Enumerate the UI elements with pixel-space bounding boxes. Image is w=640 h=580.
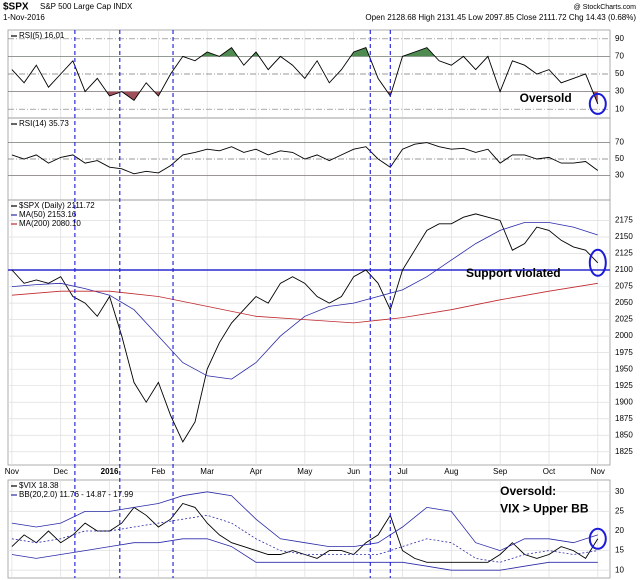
y-tick-label: 90 <box>615 34 624 43</box>
series-line <box>11 142 599 175</box>
y-tick-label: 1875 <box>615 414 633 423</box>
legend-label: $VIX 18.38 <box>19 481 59 490</box>
x-tick-label: 2016 <box>101 467 119 476</box>
legend-label: MA(50) 2153.16 <box>19 210 77 219</box>
highlight-circle <box>588 527 607 550</box>
y-tick-label: 1825 <box>615 447 633 456</box>
y-tick-label: 10 <box>615 104 624 113</box>
x-tick-label: Aug <box>444 467 458 476</box>
y-tick-label: 2000 <box>615 331 633 340</box>
y-tick-label: 30 <box>615 171 624 180</box>
oversold-fill <box>11 91 598 104</box>
x-tick-label: Sep <box>493 467 508 476</box>
y-tick-label: 2150 <box>615 232 633 241</box>
annotation: Support violated <box>466 266 561 280</box>
y-tick-label: 2125 <box>615 249 633 258</box>
overbought-fill <box>201 47 436 57</box>
symbol: $SPX <box>3 2 29 13</box>
quote: Open 2128.68 High 2131.45 Low 2097.85 Cl… <box>365 13 636 22</box>
y-tick-label: 1975 <box>615 348 633 357</box>
legend-label: RSI(14) 35.73 <box>19 119 69 128</box>
y-tick-label: 30 <box>615 487 624 496</box>
highlight-circle <box>588 92 607 115</box>
series-line <box>11 514 598 563</box>
y-tick-label: 50 <box>615 154 624 163</box>
x-tick-label: Nov <box>5 467 19 476</box>
x-tick-label: Apr <box>250 467 263 476</box>
y-tick-label: 2025 <box>615 315 633 324</box>
series-line <box>11 213 599 443</box>
x-tick-label: Mar <box>200 467 214 476</box>
x-tick-label: May <box>297 467 312 476</box>
x-tick-label: Jun <box>347 467 360 476</box>
series-line <box>11 46 599 105</box>
y-tick-label: 2075 <box>615 282 633 291</box>
symbol-name: S&P 500 Large Cap INDX <box>40 2 133 11</box>
x-tick-label: Jul <box>397 467 407 476</box>
series-line <box>11 491 598 552</box>
annotation: Oversold <box>520 91 572 105</box>
annotation: Oversold: <box>500 484 556 498</box>
y-tick-label: 1950 <box>615 364 633 373</box>
series-line <box>11 538 598 571</box>
y-tick-label: 70 <box>615 138 624 147</box>
credit: @ StockCharts.com <box>574 4 637 11</box>
x-tick-label: Dec <box>54 467 68 476</box>
y-tick-label: 15 <box>615 546 624 555</box>
panel-frame <box>7 479 611 579</box>
y-tick-label: 2050 <box>615 298 633 307</box>
y-tick-label: 2100 <box>615 265 633 274</box>
y-tick-label: 1850 <box>615 430 633 439</box>
y-tick-label: 10 <box>615 565 624 574</box>
highlight-circle <box>588 248 607 277</box>
legend-label: $SPX (Daily) 2111.72 <box>19 201 95 210</box>
legend-label: RSI(5) 16.01 <box>19 31 65 40</box>
date: 1-Nov-2016 <box>3 13 45 22</box>
y-tick-label: 1900 <box>615 397 633 406</box>
y-tick-label: 20 <box>615 526 624 535</box>
legend-label: BB(20,2.0) 11.76 - 14.87 - 17.99 <box>19 490 134 499</box>
y-tick-label: 25 <box>615 506 624 515</box>
legend-label: MA(200) 2080.10 <box>19 219 81 228</box>
x-tick-label: Oct <box>543 467 556 476</box>
y-tick-label: 1925 <box>615 381 633 390</box>
series-line <box>11 222 598 380</box>
y-tick-label: 70 <box>615 52 624 61</box>
panel-frame <box>7 199 611 466</box>
series-line <box>11 282 598 324</box>
y-tick-label: 2175 <box>615 216 633 225</box>
annotation: VIX > Upper BB <box>500 502 589 516</box>
y-tick-label: 30 <box>615 87 624 96</box>
x-tick-label: Feb <box>151 467 165 476</box>
y-tick-label: 50 <box>615 69 624 78</box>
x-tick-label: Nov <box>591 467 605 476</box>
